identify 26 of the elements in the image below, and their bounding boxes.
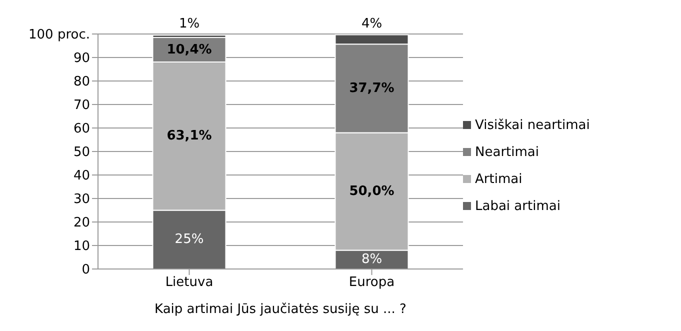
- y-tick-label: 30: [73, 192, 90, 208]
- y-tick-label: 20: [73, 216, 90, 231]
- legend-label: Neartimai: [475, 144, 539, 160]
- y-tick-label: 80: [73, 74, 90, 90]
- data-label: 8%: [361, 252, 382, 268]
- data-label: 10,4%: [166, 42, 212, 58]
- y-tick-label: 90: [73, 51, 90, 66]
- y-tick-label: 100 proc.: [28, 28, 90, 43]
- x-tick-label: Europa: [348, 275, 395, 290]
- y-tick-label: 70: [73, 98, 90, 114]
- x-axis-title: Kaip artimai Jūs jaučiatės susiję su ... ?: [154, 302, 406, 317]
- data-label: 50,0%: [349, 184, 394, 200]
- data-label: 37,7%: [349, 80, 394, 96]
- data-label: 1%: [178, 16, 200, 32]
- y-tick-label: 50: [73, 145, 90, 160]
- x-tick-label: Lietuva: [165, 275, 214, 290]
- y-tick-label: 10: [73, 239, 90, 254]
- data-label: 25%: [174, 232, 204, 248]
- y-tick-label: 40: [73, 168, 90, 184]
- data-label: 4%: [361, 16, 382, 32]
- y-tick-label: 60: [73, 122, 90, 137]
- y-tick-label: 0: [82, 262, 90, 278]
- legend-label: Labai artimai: [475, 198, 560, 214]
- data-label: 63,1%: [166, 128, 212, 144]
- legend-label: Artimai: [475, 172, 522, 186]
- legend-label: Visiškai neartimai: [475, 118, 590, 132]
